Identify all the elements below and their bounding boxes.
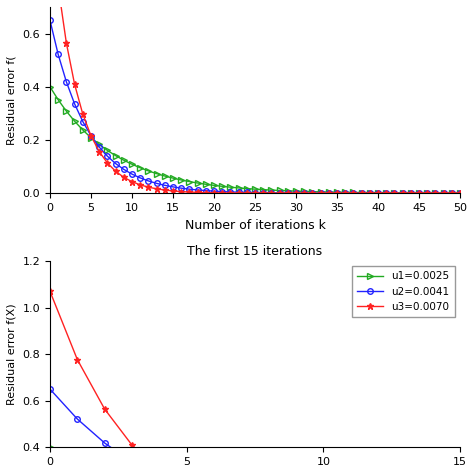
X-axis label: Number of iterations k: Number of iterations k	[184, 219, 326, 232]
Title: The first 15 iterations: The first 15 iterations	[187, 246, 323, 258]
Y-axis label: Residual error f(X): Residual error f(X)	[7, 303, 17, 405]
Y-axis label: Residual error f(: Residual error f(	[7, 55, 17, 145]
Legend: u1=0.0025, u2=0.0041, u3=0.0070: u1=0.0025, u2=0.0041, u3=0.0070	[352, 266, 455, 317]
